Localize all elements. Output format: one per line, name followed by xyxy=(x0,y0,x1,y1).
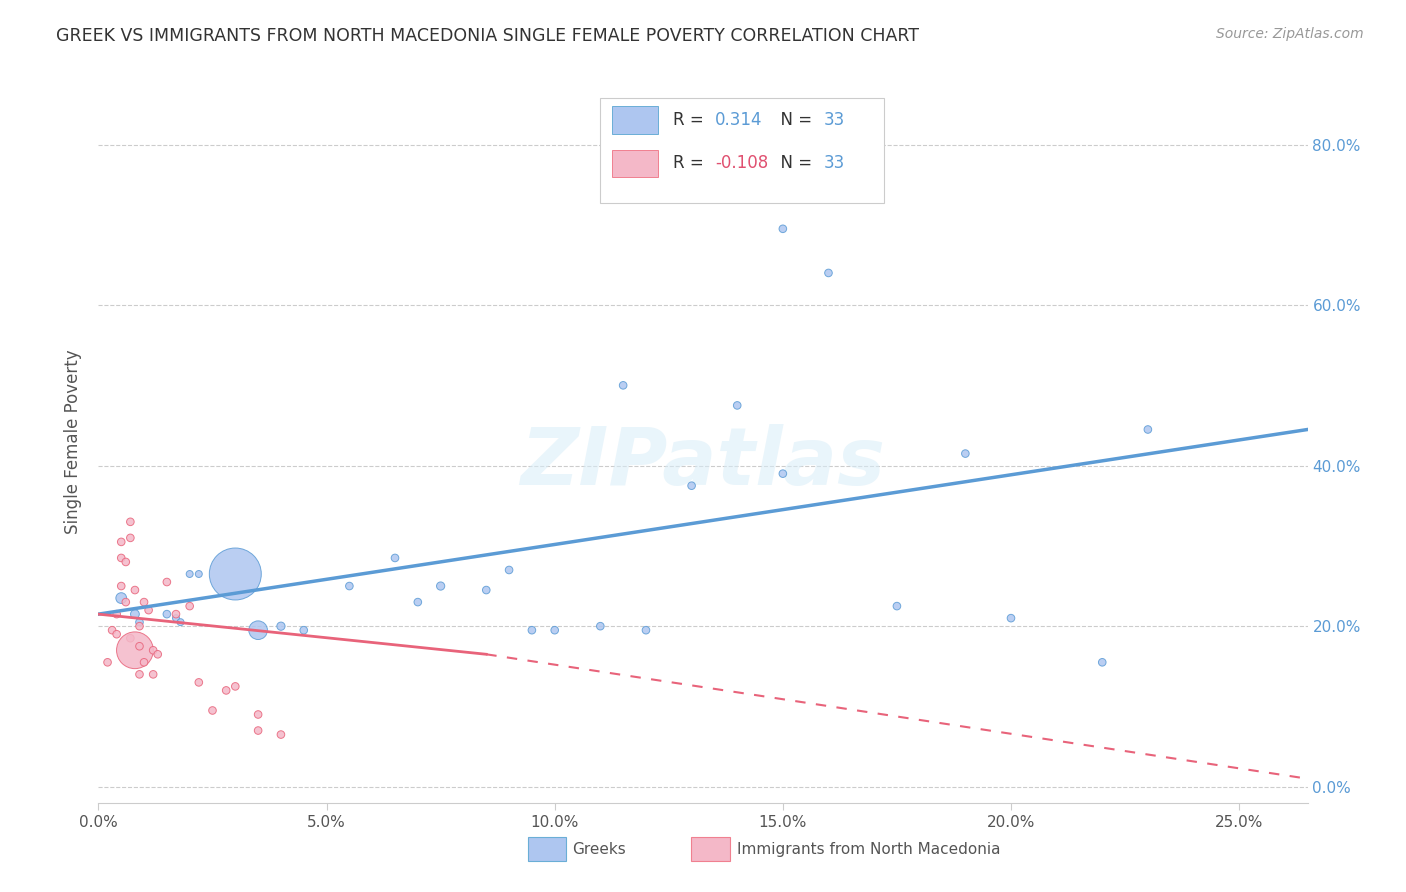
Point xyxy=(201,703,224,717)
Point xyxy=(772,467,794,481)
Point xyxy=(187,567,209,582)
Point xyxy=(270,619,292,633)
Point xyxy=(429,579,451,593)
Point xyxy=(128,615,150,630)
Text: -0.108: -0.108 xyxy=(716,154,768,172)
Point xyxy=(165,611,187,625)
Point xyxy=(110,534,132,549)
Point xyxy=(110,551,132,566)
Point xyxy=(179,599,201,614)
Point xyxy=(270,728,292,742)
Point xyxy=(247,707,270,722)
Point xyxy=(124,607,146,621)
Point xyxy=(124,643,146,657)
Point xyxy=(179,567,201,582)
Point xyxy=(475,583,498,598)
Text: ZIPatlas: ZIPatlas xyxy=(520,425,886,502)
Point xyxy=(128,667,150,681)
Text: R =: R = xyxy=(672,111,709,129)
Point xyxy=(634,623,657,637)
FancyBboxPatch shape xyxy=(613,150,658,178)
Point xyxy=(1000,611,1022,625)
Point xyxy=(101,623,124,637)
Point xyxy=(156,607,179,621)
Y-axis label: Single Female Poverty: Single Female Poverty xyxy=(65,350,83,533)
Point xyxy=(247,723,270,738)
Point xyxy=(520,623,543,637)
Point xyxy=(681,478,703,492)
Point xyxy=(817,266,839,280)
Point xyxy=(120,632,142,646)
Point xyxy=(124,583,146,598)
Point xyxy=(120,515,142,529)
Text: R =: R = xyxy=(672,154,709,172)
Point xyxy=(498,563,520,577)
Point xyxy=(384,551,406,566)
Text: Greeks: Greeks xyxy=(572,841,626,856)
Point xyxy=(589,619,612,633)
Text: Source: ZipAtlas.com: Source: ZipAtlas.com xyxy=(1216,27,1364,41)
Point xyxy=(110,579,132,593)
Point xyxy=(772,221,794,235)
Point xyxy=(1136,422,1159,436)
Point xyxy=(128,639,150,653)
Point xyxy=(142,643,165,657)
Point xyxy=(128,619,150,633)
FancyBboxPatch shape xyxy=(600,98,884,203)
Text: 33: 33 xyxy=(824,111,845,129)
Point xyxy=(224,567,246,582)
Point xyxy=(612,378,634,392)
Point xyxy=(114,555,136,569)
FancyBboxPatch shape xyxy=(690,838,730,861)
Point xyxy=(132,595,155,609)
Point xyxy=(96,655,118,669)
Text: 33: 33 xyxy=(824,154,845,172)
Point xyxy=(105,627,128,641)
Point xyxy=(292,623,315,637)
Point xyxy=(725,398,748,412)
Point xyxy=(110,591,132,606)
Point xyxy=(132,655,155,669)
Point xyxy=(146,648,169,662)
Point xyxy=(886,599,908,614)
Point xyxy=(337,579,360,593)
Point xyxy=(544,623,567,637)
Point xyxy=(169,615,191,630)
FancyBboxPatch shape xyxy=(527,838,567,861)
Point xyxy=(105,607,128,621)
Point xyxy=(142,667,165,681)
Point xyxy=(138,603,160,617)
Point xyxy=(165,607,187,621)
Text: Immigrants from North Macedonia: Immigrants from North Macedonia xyxy=(737,841,1000,856)
Text: GREEK VS IMMIGRANTS FROM NORTH MACEDONIA SINGLE FEMALE POVERTY CORRELATION CHART: GREEK VS IMMIGRANTS FROM NORTH MACEDONIA… xyxy=(56,27,920,45)
Text: N =: N = xyxy=(769,154,817,172)
Point xyxy=(120,531,142,545)
Point xyxy=(224,680,246,694)
Text: 0.314: 0.314 xyxy=(716,111,762,129)
Point xyxy=(156,574,179,589)
Point xyxy=(955,446,977,460)
Point xyxy=(114,595,136,609)
Text: N =: N = xyxy=(769,111,817,129)
FancyBboxPatch shape xyxy=(613,106,658,134)
Point xyxy=(1091,655,1114,669)
Point xyxy=(406,595,429,609)
Point xyxy=(215,683,238,698)
Point xyxy=(247,623,270,637)
Point xyxy=(187,675,209,690)
